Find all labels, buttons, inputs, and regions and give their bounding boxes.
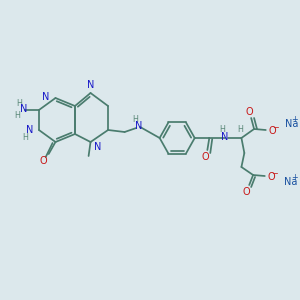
Text: O: O — [268, 172, 275, 182]
Text: −: − — [271, 169, 278, 178]
Text: H: H — [219, 125, 225, 134]
Text: O: O — [245, 107, 253, 117]
Text: O: O — [39, 156, 46, 166]
Text: +: + — [292, 116, 298, 124]
Text: N: N — [26, 125, 33, 135]
Text: O: O — [242, 187, 250, 197]
Text: N: N — [94, 142, 102, 152]
Text: H: H — [22, 133, 28, 142]
Text: Na: Na — [285, 119, 298, 129]
Text: H: H — [238, 125, 243, 134]
Text: N: N — [87, 80, 94, 90]
Text: H: H — [16, 98, 22, 107]
Text: N: N — [134, 121, 142, 131]
Text: O: O — [269, 126, 276, 136]
Text: N: N — [20, 104, 27, 114]
Text: N: N — [221, 132, 229, 142]
Text: −: − — [272, 124, 279, 133]
Text: H: H — [15, 112, 20, 121]
Text: O: O — [202, 152, 209, 162]
Text: +: + — [291, 173, 297, 182]
Text: H: H — [132, 116, 138, 124]
Text: N: N — [42, 92, 50, 102]
Text: Na: Na — [284, 177, 298, 187]
